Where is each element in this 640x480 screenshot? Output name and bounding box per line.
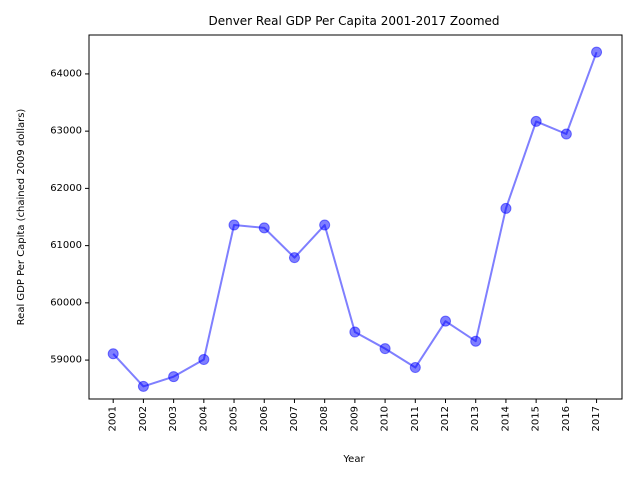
x-tick-label: 2017 [591, 406, 602, 431]
x-tick-label: 2002 [138, 406, 149, 431]
x-tick-label: 2009 [349, 406, 360, 431]
x-axis-ticks: 2001 2002 2003 2004 2005 2006 2007 2008 2009 2010… [108, 399, 602, 431]
data-point [168, 371, 180, 383]
y-tick-label: 60000 [50, 297, 82, 308]
chart-title: Denver Real GDP Per Capita 2001-2017 Zoo… [208, 14, 499, 28]
x-tick-label: 2012 [440, 406, 451, 431]
data-point [379, 343, 391, 355]
y-tick-label: 59000 [50, 355, 82, 366]
y-axis-label: Real GDP Per Capita (chained 2009 dollar… [16, 109, 27, 326]
data-point [500, 202, 512, 214]
x-tick-label: 2008 [319, 406, 330, 431]
x-tick-label: 2001 [108, 406, 119, 431]
plot-area [88, 34, 623, 400]
x-tick-label: 2014 [500, 406, 511, 431]
data-point [107, 348, 119, 360]
x-tick-label: 2016 [561, 406, 572, 431]
x-tick-label: 2011 [410, 406, 421, 431]
x-tick-label: 2007 [289, 406, 300, 431]
x-tick-label: 2004 [198, 406, 209, 431]
y-tick-label: 64000 [50, 68, 82, 79]
data-point [591, 46, 603, 58]
data-point [560, 128, 572, 140]
x-tick-label: 2003 [168, 406, 179, 431]
y-tick-label: 62000 [50, 183, 82, 194]
x-axis-label: Year [342, 454, 365, 465]
x-tick-label: 2015 [531, 406, 542, 431]
plot-frame [88, 34, 623, 400]
data-point [288, 252, 300, 264]
data-point [470, 335, 482, 347]
series-layer [107, 46, 603, 392]
y-tick-label: 63000 [50, 126, 82, 137]
data-point [137, 380, 149, 392]
x-tick-label: 2010 [380, 406, 391, 431]
y-tick-label: 61000 [50, 240, 82, 251]
data-point [319, 219, 331, 231]
x-tick-label: 2005 [229, 406, 240, 431]
data-point [228, 219, 240, 231]
data-point [349, 326, 361, 338]
data-point [530, 115, 542, 127]
y-axis-ticks: 59000 60000 61000 62000 63000 64000 [50, 68, 89, 366]
data-point [258, 222, 270, 234]
x-tick-label: 2006 [259, 406, 270, 431]
data-point [440, 315, 452, 327]
x-tick-label: 2013 [470, 406, 481, 431]
data-point [409, 362, 421, 374]
data-point [198, 354, 210, 366]
